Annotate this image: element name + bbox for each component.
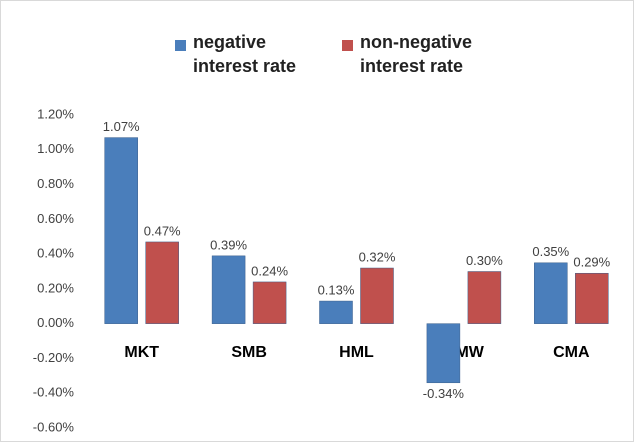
value-label: 0.13% [318, 282, 355, 297]
value-label: 0.32% [359, 249, 396, 264]
bar [534, 262, 568, 324]
legend-swatch [175, 40, 186, 51]
y-tick-label: 0.80% [37, 176, 74, 191]
legend-label: negative interest rate [193, 32, 297, 76]
bar [104, 137, 138, 324]
bar [252, 281, 287, 324]
y-tick-label: 0.60% [37, 211, 74, 226]
bar [319, 300, 353, 324]
x-tick-label: HML [339, 344, 374, 361]
bar [211, 255, 246, 324]
value-label: -0.34% [423, 386, 465, 401]
x-tick-label: SMB [231, 344, 267, 361]
bar [575, 272, 609, 324]
x-tick-label: MKT [124, 344, 159, 361]
y-tick-label: 0.40% [37, 246, 74, 261]
y-tick-label: 0.20% [37, 280, 74, 295]
bar [145, 241, 179, 324]
y-tick-label: -0.40% [33, 385, 75, 400]
value-label: 0.30% [466, 253, 503, 268]
value-label: 0.39% [210, 237, 247, 252]
value-label: 0.24% [251, 263, 288, 278]
bar [467, 271, 502, 324]
legend-label: non-negative interest rate [360, 32, 473, 76]
x-tick-label: CMA [553, 344, 590, 361]
value-label: 0.35% [532, 244, 569, 259]
y-tick-label: 1.20% [37, 106, 74, 121]
value-label: 0.47% [144, 223, 181, 238]
y-tick-label: 0.00% [37, 315, 74, 330]
value-label: 0.29% [573, 255, 610, 270]
bar [360, 267, 394, 324]
value-label: 1.07% [103, 119, 140, 134]
y-tick-label: 1.00% [37, 141, 74, 156]
y-tick-label: -0.20% [33, 350, 75, 365]
legend-swatch [342, 40, 353, 51]
y-tick-label: -0.60% [33, 419, 75, 434]
bar [426, 323, 461, 384]
